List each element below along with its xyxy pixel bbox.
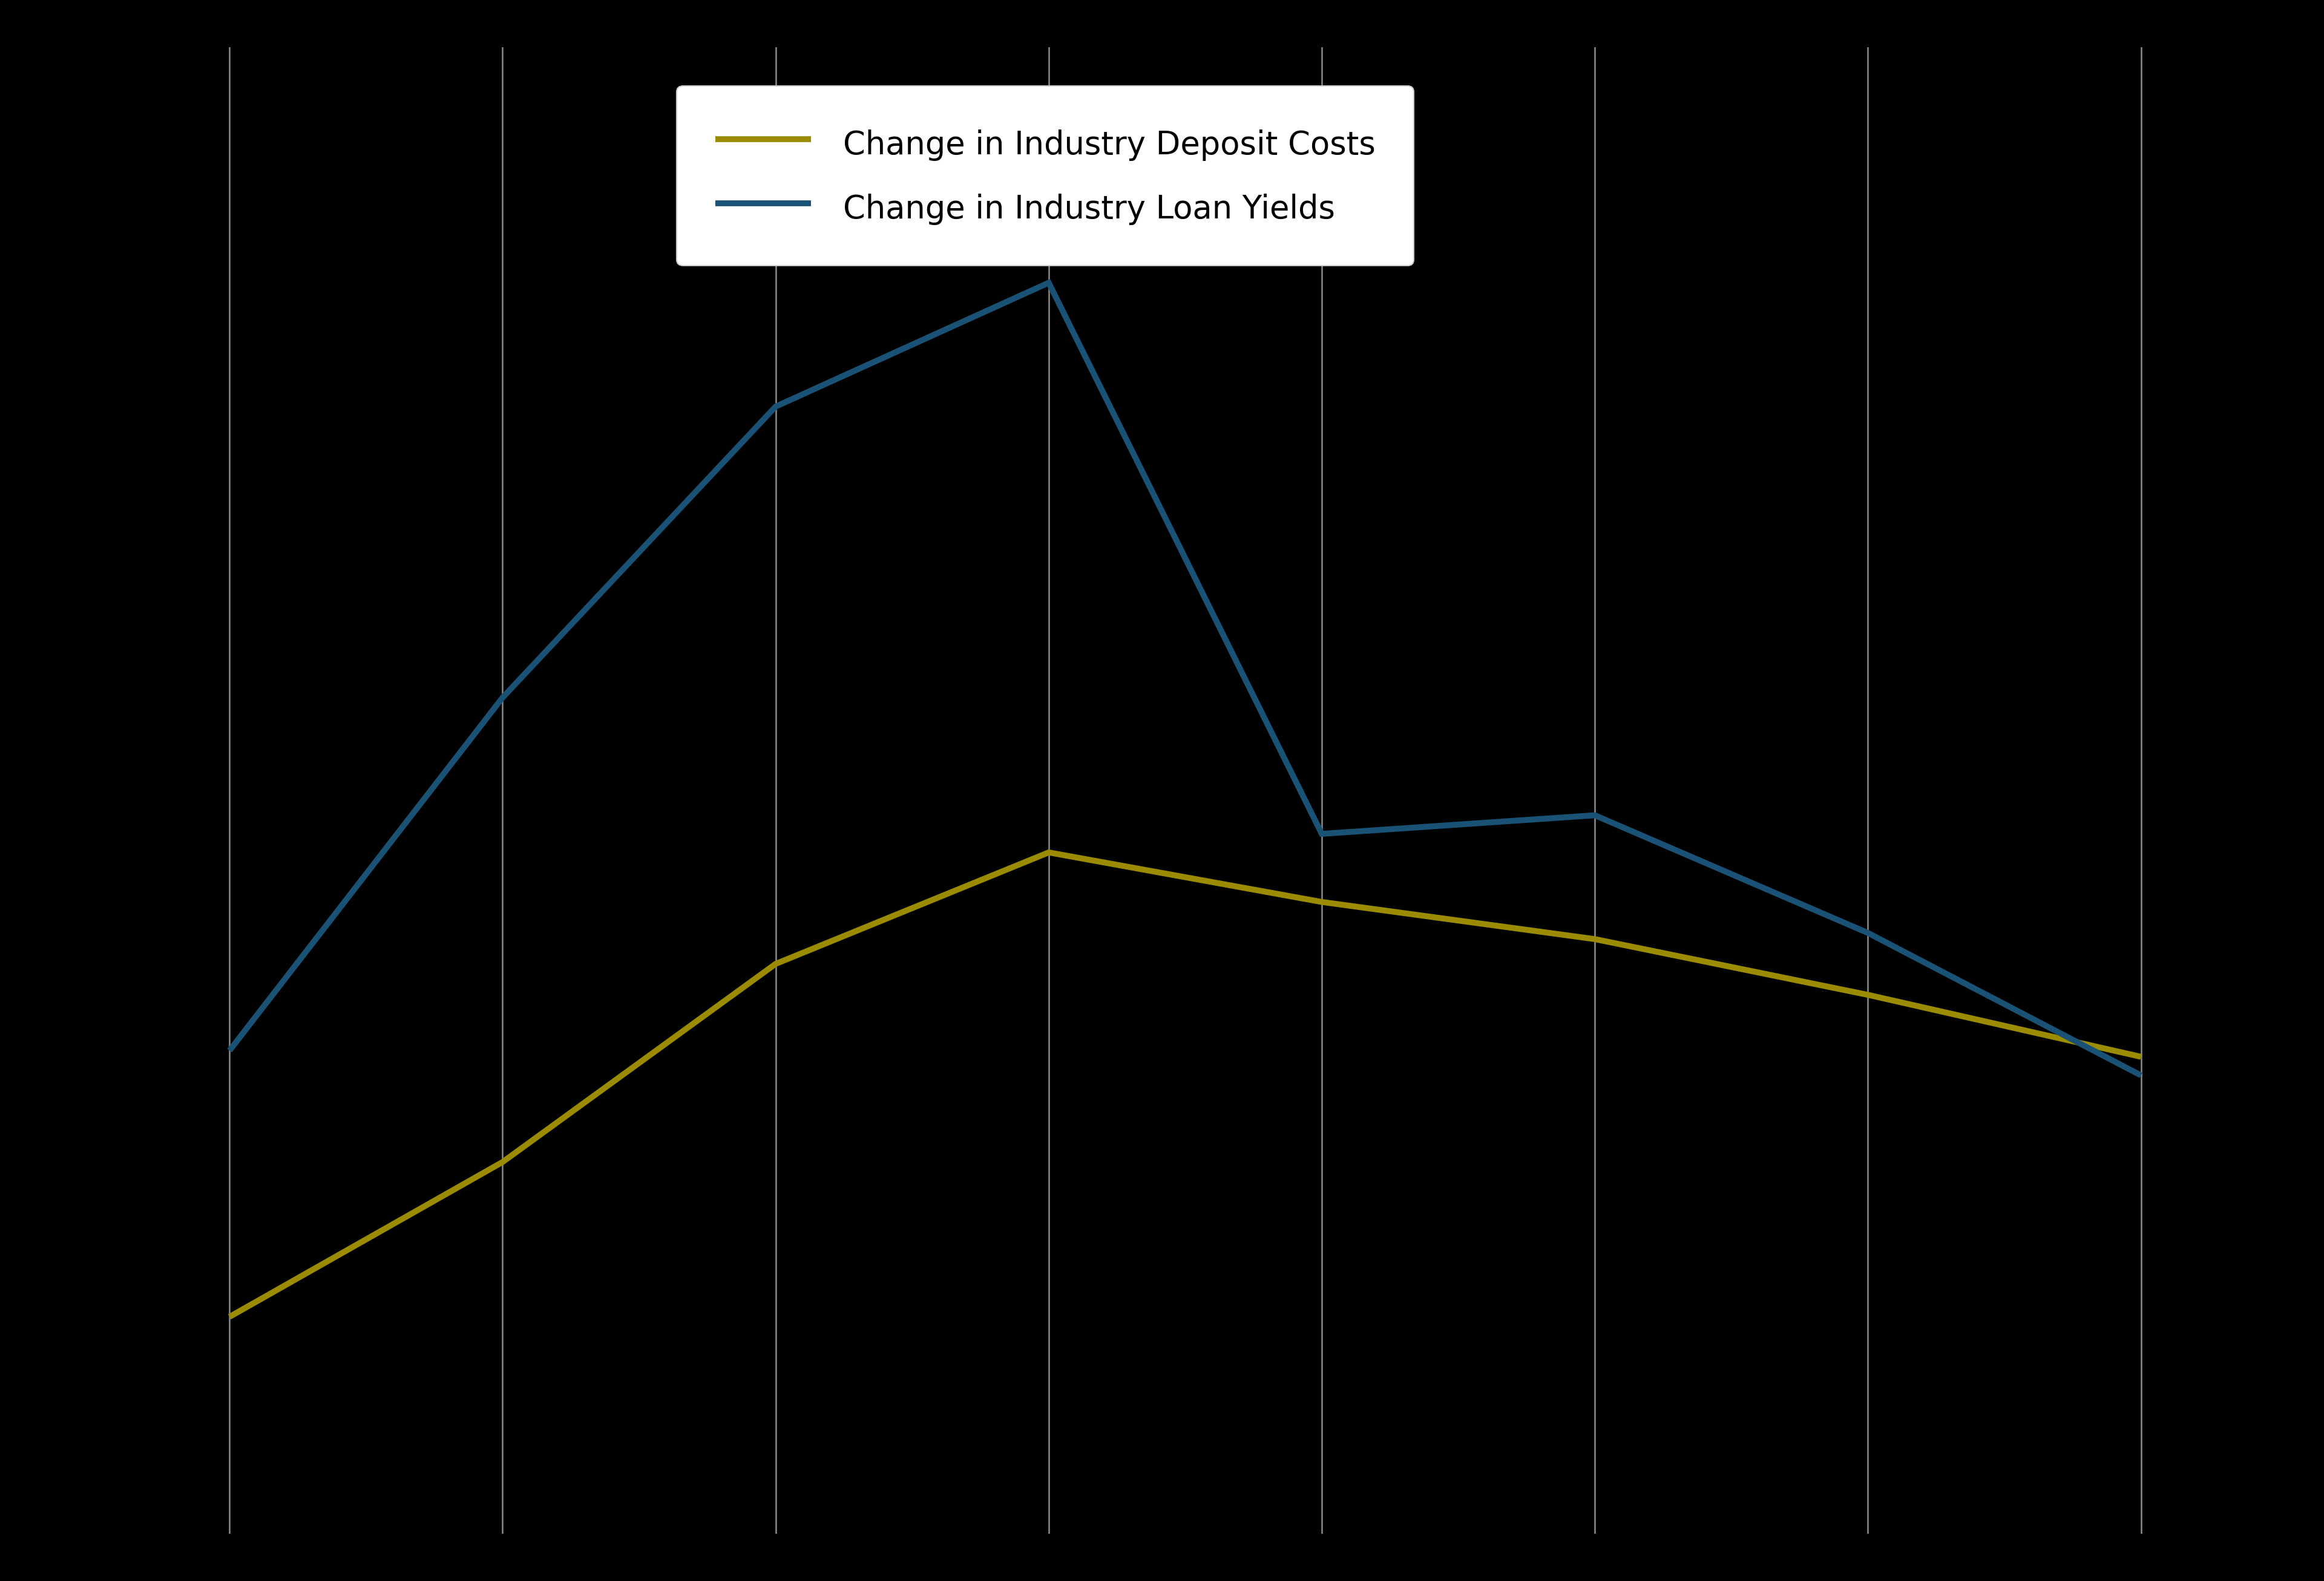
Legend: Change in Industry Deposit Costs, Change in Industry Loan Yields: Change in Industry Deposit Costs, Change…: [676, 85, 1413, 266]
Change in Industry Loan Yields: [1308, 824, 1336, 843]
Change in Industry Deposit Costs: [216, 1307, 244, 1326]
Change in Industry Deposit Costs: [1580, 930, 1608, 949]
Line: Change in Industry Deposit Costs: Change in Industry Deposit Costs: [230, 852, 2140, 1317]
Change in Industry Deposit Costs: [488, 1153, 516, 1172]
Change in Industry Deposit Costs: [762, 955, 790, 974]
Change in Industry Loan Yields: [488, 688, 516, 707]
Change in Industry Loan Yields: [216, 1040, 244, 1059]
Change in Industry Loan Yields: [1580, 806, 1608, 825]
Change in Industry Deposit Costs: [1308, 892, 1336, 911]
Change in Industry Deposit Costs: [2126, 1047, 2154, 1066]
Change in Industry Deposit Costs: [1855, 985, 1882, 1004]
Change in Industry Loan Yields: [2126, 1066, 2154, 1085]
Change in Industry Loan Yields: [1855, 923, 1882, 942]
Change in Industry Loan Yields: [1034, 274, 1062, 292]
Change in Industry Deposit Costs: [1034, 843, 1062, 862]
Change in Industry Loan Yields: [762, 397, 790, 416]
Line: Change in Industry Loan Yields: Change in Industry Loan Yields: [230, 283, 2140, 1075]
